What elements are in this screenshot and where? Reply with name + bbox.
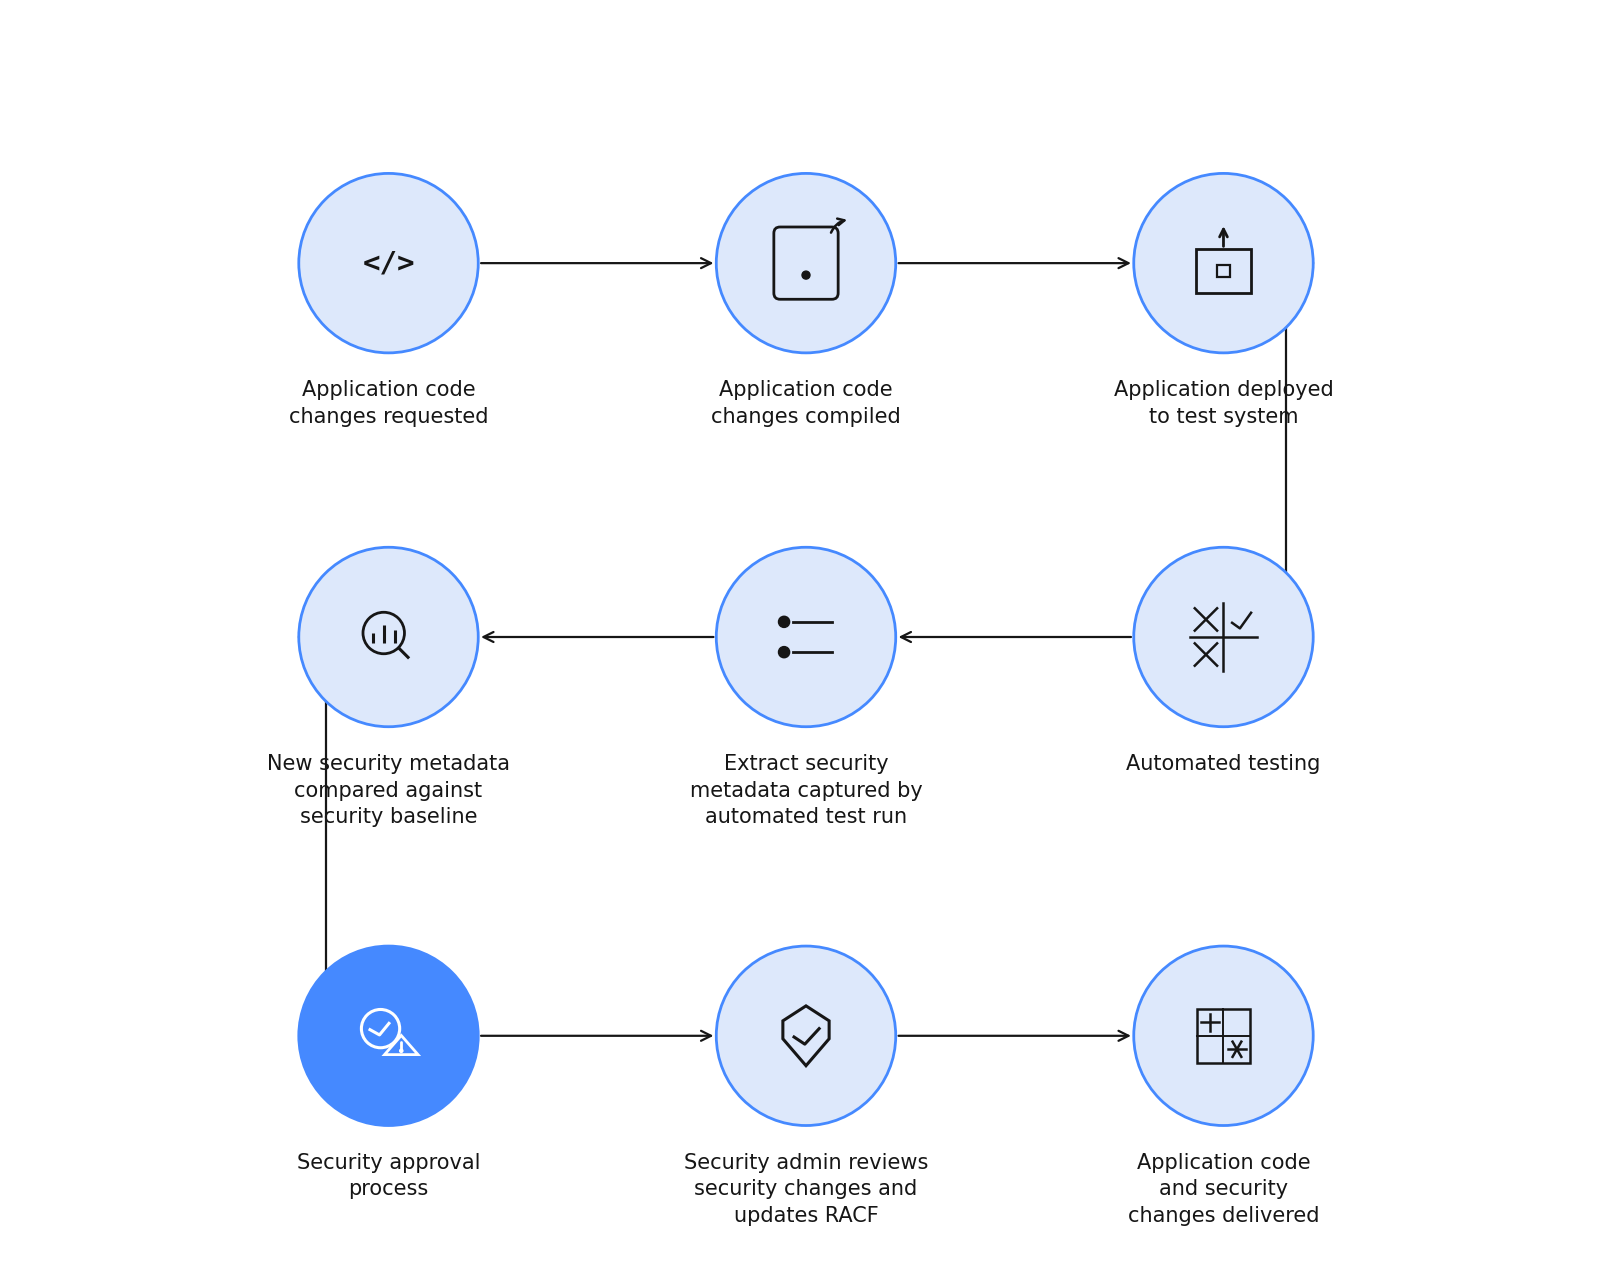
Circle shape bbox=[298, 173, 479, 353]
Circle shape bbox=[716, 548, 896, 726]
Circle shape bbox=[779, 617, 790, 627]
Circle shape bbox=[716, 947, 896, 1125]
Circle shape bbox=[1133, 173, 1314, 353]
Circle shape bbox=[1133, 947, 1314, 1125]
Circle shape bbox=[298, 548, 479, 726]
Text: Security approval
process: Security approval process bbox=[297, 1153, 480, 1199]
Text: Extract security
metadata captured by
automated test run: Extract security metadata captured by au… bbox=[690, 754, 922, 827]
Circle shape bbox=[298, 947, 479, 1125]
Circle shape bbox=[716, 173, 896, 353]
Text: Application code
changes compiled: Application code changes compiled bbox=[711, 380, 901, 427]
Text: Application deployed
to test system: Application deployed to test system bbox=[1114, 380, 1333, 427]
Circle shape bbox=[803, 271, 809, 279]
Text: Automated testing: Automated testing bbox=[1127, 754, 1320, 775]
Text: New security metadata
compared against
security baseline: New security metadata compared against s… bbox=[268, 754, 509, 827]
Circle shape bbox=[400, 1050, 403, 1052]
Circle shape bbox=[779, 647, 790, 657]
Text: Application code
changes requested: Application code changes requested bbox=[289, 380, 488, 427]
Circle shape bbox=[1133, 548, 1314, 726]
Text: Application code
and security
changes delivered: Application code and security changes de… bbox=[1128, 1153, 1319, 1226]
Text: Security admin reviews
security changes and
updates RACF: Security admin reviews security changes … bbox=[683, 1153, 929, 1226]
Text: </>: </> bbox=[363, 250, 414, 278]
